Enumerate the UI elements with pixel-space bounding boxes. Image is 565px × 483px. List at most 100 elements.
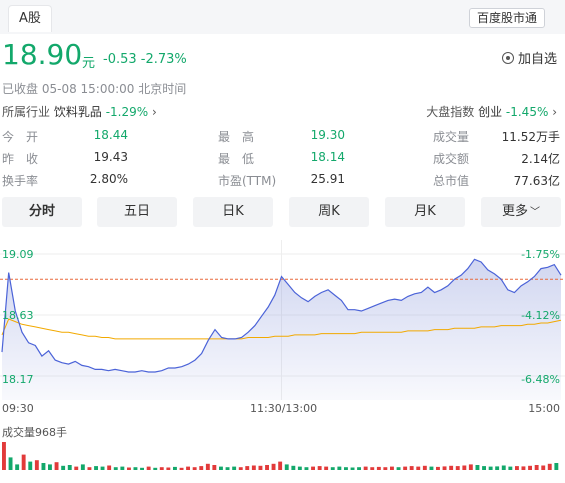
prev-close-value: 19.43 <box>93 150 128 164</box>
volume-bar <box>80 464 85 470</box>
volume-bar <box>482 466 486 470</box>
volume-bar <box>107 465 112 470</box>
pe-value: 25.91 <box>310 172 345 186</box>
volume-bar <box>173 466 177 470</box>
open-label: 今 开 <box>2 130 39 144</box>
pe-label: 市盈(TTM) <box>218 174 277 188</box>
volume-bar <box>41 463 46 470</box>
price-unit: 元 <box>82 56 96 71</box>
y-label-mid: 18.63 <box>2 309 34 322</box>
volume-bar <box>376 466 381 470</box>
volume-chart-label: 成交量968手 <box>2 426 67 439</box>
volume-bar <box>468 464 473 470</box>
tab-five-day[interactable]: 五日 <box>97 197 177 227</box>
index-change: -1.45% <box>505 105 549 119</box>
tab-daily-k[interactable]: 日K <box>193 197 273 227</box>
time-label-midday: 11:30/13:00 <box>250 402 318 415</box>
volume-bar <box>311 466 315 470</box>
volume-bar <box>350 467 355 470</box>
volume-bar <box>232 466 237 470</box>
volume-bar <box>87 467 92 470</box>
volume-bar <box>357 467 361 470</box>
low-label: 最 低 <box>218 152 255 166</box>
index-name: 创业 <box>478 105 503 119</box>
volume-bar <box>8 457 13 470</box>
market-status: 已收盘 05-08 15:00:00 北京时间 <box>2 80 186 97</box>
volume-bar <box>159 467 164 470</box>
add-watchlist-label: 加自选 <box>517 52 557 67</box>
time-label-open: 09:30 <box>2 402 34 415</box>
volume-bar <box>297 466 302 470</box>
volume-bar <box>508 466 513 470</box>
volume-bar <box>501 465 506 470</box>
volume-bar <box>100 466 105 470</box>
low-value: 18.14 <box>310 150 345 164</box>
chevron-right-icon: › <box>151 105 157 119</box>
y-label-bottom: 18.17 <box>2 373 34 386</box>
industry-link[interactable]: 所属行业 饮料乳品 -1.29% › <box>2 103 157 120</box>
volume-bar <box>258 465 263 470</box>
volume-bar <box>416 466 421 470</box>
volume-bar <box>344 467 348 470</box>
tab-monthly-k[interactable]: 月K <box>385 197 465 227</box>
price-change: -0.53 -2.73% <box>103 52 187 67</box>
volume-bar <box>554 463 559 470</box>
time-label-close: 15:00 <box>528 402 560 415</box>
average-price-line <box>1 318 562 340</box>
volume-bar <box>488 466 493 470</box>
volume-bar <box>140 467 144 470</box>
volume-bar <box>67 465 72 470</box>
volume-bar <box>284 464 289 470</box>
volume-bar <box>199 466 204 470</box>
volume-bar <box>442 466 447 470</box>
turnover-label: 成交额 <box>433 152 470 166</box>
status-timezone: 北京时间 <box>138 82 187 96</box>
brand-badge[interactable]: 百度股市通 <box>468 8 545 28</box>
volume-bar <box>265 465 269 470</box>
y-label-top: 19.09 <box>2 248 34 261</box>
volume-bar <box>304 467 309 470</box>
volume-bar <box>534 465 539 470</box>
volume-bar <box>528 465 532 470</box>
tab-more[interactable]: 更多 ﹀ <box>481 197 561 227</box>
current-price: 18.90 <box>2 38 83 71</box>
volume-bar <box>396 467 401 470</box>
add-watchlist-button[interactable]: 加自选 <box>501 48 557 67</box>
status-text: 已收盘 <box>2 82 39 96</box>
tab-intraday[interactable]: 分时 <box>2 197 82 227</box>
volume-bar <box>422 465 427 470</box>
volume-bar <box>515 466 519 470</box>
tab-a-share[interactable]: A股 <box>8 5 52 32</box>
volume-bar <box>521 466 526 470</box>
volume-bar <box>475 465 480 470</box>
volume-bar <box>495 466 500 470</box>
change-percent: -2.73% <box>140 52 187 67</box>
volume-bar <box>449 465 454 470</box>
index-link[interactable]: 大盘指数 创业 -1.45% › <box>426 103 557 120</box>
y-pct-top: -1.75% <box>521 248 560 261</box>
volume-bar <box>179 467 184 470</box>
volume-bar <box>278 461 283 470</box>
volume-bar <box>363 466 368 470</box>
volume-bar <box>390 466 394 470</box>
volume-bar <box>153 467 158 470</box>
volume-label: 成交量 <box>433 130 470 144</box>
volume-bar <box>120 466 125 470</box>
tab-weekly-k[interactable]: 周K <box>289 197 369 227</box>
volume-bar <box>212 465 217 470</box>
volume-bar <box>383 467 388 470</box>
volume-bar <box>245 466 250 470</box>
tab-more-label: 更多 <box>501 204 528 219</box>
volume-bar <box>192 467 197 470</box>
volume-bar <box>205 463 210 470</box>
market-cap-label: 总市值 <box>433 174 470 188</box>
intraday-chart[interactable] <box>0 240 565 400</box>
volume-value: 11.52万手 <box>501 130 560 144</box>
volume-bar <box>238 467 243 470</box>
volume-bar <box>166 467 171 470</box>
turnover-value: 2.14亿 <box>521 152 560 166</box>
chevron-down-icon: ﹀ <box>530 207 540 218</box>
turnover-rate-value: 2.80% <box>89 172 128 186</box>
volume-bar <box>547 463 552 470</box>
volume-bar <box>370 467 375 470</box>
